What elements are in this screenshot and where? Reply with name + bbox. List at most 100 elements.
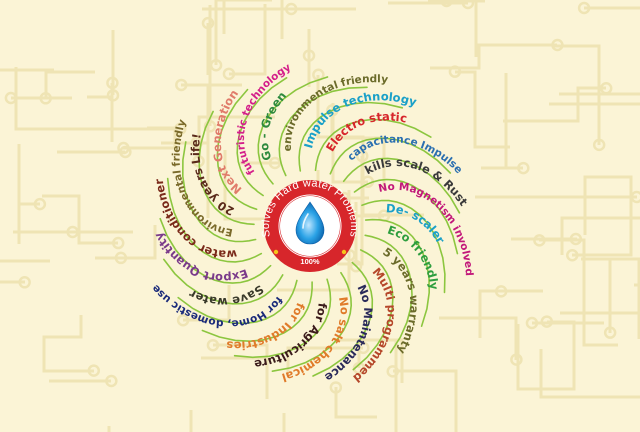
circuit-trace xyxy=(516,320,576,391)
circuit-pad xyxy=(386,365,399,378)
circuit-pad xyxy=(510,353,523,366)
keyword-label: for Home, domestic use xyxy=(150,282,285,330)
swirl-arm xyxy=(342,157,461,214)
keyword-label: Save water xyxy=(186,282,266,309)
circuit-trace xyxy=(503,86,606,123)
circuit-trace xyxy=(181,83,242,218)
swirl-arm xyxy=(166,177,263,263)
circuit-pad xyxy=(349,259,363,273)
circuit-pad xyxy=(630,190,640,204)
circuit-pad xyxy=(603,326,617,339)
circuit-trace xyxy=(286,346,363,373)
water-drop-icon xyxy=(295,201,325,245)
badge-percent: 100% xyxy=(300,257,320,266)
circuit-pad xyxy=(222,67,236,81)
swirl-arm xyxy=(257,76,329,185)
circuit-pad xyxy=(285,2,298,16)
circuit-pad xyxy=(268,156,282,170)
circuit-pad xyxy=(440,0,453,8)
circuit-trace xyxy=(334,387,377,419)
circuit-pad xyxy=(201,16,215,30)
circuit-pad xyxy=(192,154,205,168)
circuit-pad xyxy=(206,338,220,352)
circuit-pad xyxy=(105,374,118,388)
swirl-arm xyxy=(181,141,257,243)
circuit-pad xyxy=(175,78,188,92)
circuit-trace xyxy=(430,43,557,70)
circuit-pad xyxy=(592,138,606,152)
circuit-trace xyxy=(478,289,543,338)
circuit-trace xyxy=(481,73,523,170)
circuit-pad xyxy=(448,65,462,78)
circuit-trace xyxy=(581,257,640,333)
circuit-pad xyxy=(357,341,370,355)
circuit-pad xyxy=(517,161,530,175)
swirl-arm xyxy=(329,137,452,175)
circuit-pad xyxy=(176,314,190,327)
water-drop-highlight xyxy=(302,213,309,229)
swirl-arm xyxy=(198,110,255,226)
badge-dot-left xyxy=(273,249,279,255)
swirl-arm xyxy=(278,86,368,177)
swirl-arm xyxy=(312,261,374,377)
circuit-pad xyxy=(540,315,554,328)
circuit-pad xyxy=(87,364,101,377)
badge-inner-border xyxy=(278,194,342,258)
circuit-pad xyxy=(4,91,18,105)
circuit-trace xyxy=(393,369,458,432)
circuit-trace xyxy=(229,4,267,76)
center-badge: Solves Hard water Problems 100% xyxy=(260,177,360,272)
circuit-trace xyxy=(189,410,193,432)
circuit-trace xyxy=(197,115,275,161)
circuit-trace xyxy=(549,102,640,106)
swirl-arm xyxy=(364,234,413,354)
circuit-pad xyxy=(329,381,343,394)
circuit-pad xyxy=(111,236,125,250)
circuit-trace xyxy=(42,194,118,245)
swirl-arm xyxy=(159,217,272,284)
swirl-arm xyxy=(163,258,284,305)
circuit-pad xyxy=(355,149,369,163)
circuit-trace xyxy=(560,216,640,255)
circuit-pad xyxy=(203,120,217,133)
circuit-trace xyxy=(201,343,269,399)
circuit-trace xyxy=(560,258,640,339)
swirl-arm xyxy=(353,178,459,255)
swirl-arm xyxy=(364,218,431,327)
badge-dot-right xyxy=(341,249,347,255)
circuit-trace xyxy=(282,413,286,432)
circuit-pad xyxy=(461,0,475,10)
circuit-pad xyxy=(114,251,128,265)
circuit-trace xyxy=(439,316,518,360)
swirl-lines xyxy=(159,76,461,377)
swirl-arm xyxy=(352,249,394,371)
circuit-pad xyxy=(106,89,120,102)
swirl-arm xyxy=(216,88,258,211)
circuit-pad xyxy=(18,276,31,289)
keyword-label: Multi programmed xyxy=(350,265,398,385)
swirl-arm xyxy=(271,271,353,372)
keyword-guide xyxy=(180,108,247,230)
circuit-pad xyxy=(39,92,52,105)
swirl-arm xyxy=(233,278,332,359)
circuit-pad xyxy=(494,285,508,298)
circuit-pad xyxy=(569,232,583,246)
circuit-trace xyxy=(331,103,368,184)
circuit-trace xyxy=(123,126,177,150)
swirl-arm xyxy=(177,279,298,325)
circuit-trace xyxy=(44,70,95,98)
circuit-pad xyxy=(119,145,132,159)
swirl-arm xyxy=(361,199,446,294)
swirl-arm xyxy=(236,77,288,197)
circuit-trace xyxy=(554,44,601,145)
circuit-pad xyxy=(566,249,579,262)
circuit-trace xyxy=(539,349,640,399)
circuit-trace xyxy=(42,315,94,373)
circuit-pad xyxy=(33,197,47,211)
circuit-pad xyxy=(302,49,316,62)
circuit-trace xyxy=(455,70,510,149)
circuit-trace xyxy=(214,0,272,65)
circuit-trace xyxy=(87,83,114,142)
